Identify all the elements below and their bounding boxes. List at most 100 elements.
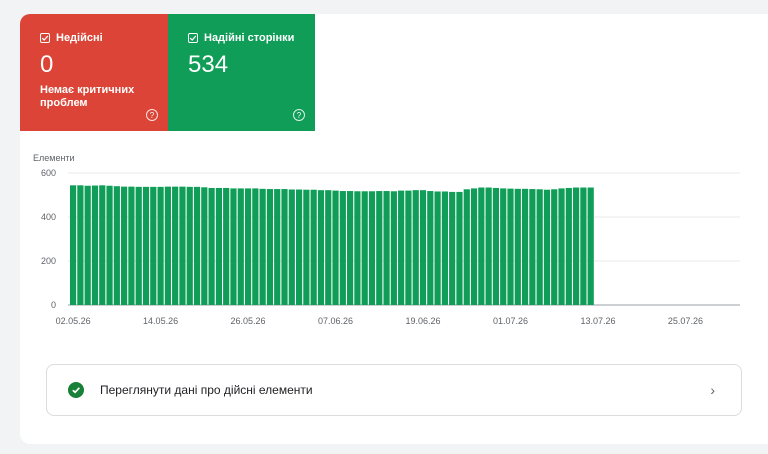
y-axis-label: Елементи <box>33 153 75 163</box>
bar <box>295 189 303 305</box>
x-tick-label: 25.07.26 <box>668 316 703 326</box>
x-tick-label: 07.06.26 <box>318 316 353 326</box>
invalid-tile-label: Недійсні <box>56 32 103 44</box>
bar <box>164 186 171 305</box>
bar <box>193 186 201 305</box>
bar <box>266 189 274 305</box>
bar <box>441 191 448 305</box>
bar <box>412 190 419 305</box>
bar <box>398 190 405 305</box>
bar <box>157 186 164 305</box>
bar <box>244 188 252 305</box>
bar <box>288 189 295 305</box>
bar <box>427 191 434 305</box>
bar <box>376 191 383 305</box>
bar <box>172 186 179 305</box>
bar <box>274 189 281 305</box>
valid-tile-label: Надійні сторінки <box>204 32 295 44</box>
invalid-tile[interactable]: Недійсні 0 Немає критичних проблем ? <box>20 14 168 131</box>
bar <box>339 191 346 305</box>
bar <box>354 191 361 305</box>
bar <box>332 190 339 305</box>
bar <box>383 191 390 305</box>
report-card: Недійсні 0 Немає критичних проблем ? Над… <box>20 14 768 444</box>
y-tick-label: 200 <box>41 256 56 266</box>
bar <box>201 187 208 305</box>
bar <box>485 187 492 305</box>
bar <box>310 189 317 305</box>
invalid-tile-header: Недійсні <box>40 32 148 44</box>
bar <box>390 191 397 305</box>
bar <box>179 186 186 305</box>
bar <box>135 186 142 305</box>
bar <box>77 185 84 305</box>
bar <box>99 185 106 305</box>
x-tick-label: 14.05.26 <box>143 316 178 326</box>
bar <box>368 191 376 305</box>
y-tick-label: 600 <box>41 168 56 178</box>
bar <box>500 188 507 305</box>
bar <box>449 191 456 305</box>
valid-count: 534 <box>188 51 229 78</box>
bar <box>514 188 521 305</box>
bar <box>492 187 500 305</box>
bar <box>303 189 310 305</box>
bar <box>507 188 514 305</box>
bar <box>434 191 441 305</box>
bar <box>463 189 470 305</box>
x-tick-label: 19.06.26 <box>405 316 440 326</box>
invalid-note: Немає критичних проблем <box>40 84 135 109</box>
bar <box>186 186 193 305</box>
valid-tile[interactable]: Надійні сторінки 534 ? <box>168 14 315 131</box>
x-tick-label: 01.07.26 <box>493 316 528 326</box>
x-tick-label: 26.05.26 <box>231 316 266 326</box>
x-tick-label: 13.07.26 <box>580 316 615 326</box>
bar <box>419 190 427 305</box>
bar <box>478 187 485 305</box>
bar <box>536 189 543 305</box>
x-tick-label: 02.05.26 <box>56 316 91 326</box>
y-tick-label: 0 <box>51 300 56 310</box>
bar <box>113 186 120 305</box>
bar <box>587 187 594 305</box>
bar <box>470 188 478 305</box>
view-valid-items-link[interactable]: Переглянути дані про дійсні елементи › <box>46 364 742 416</box>
bar <box>91 185 99 305</box>
bar <box>84 185 91 305</box>
checkbox-checked-icon[interactable] <box>188 33 198 43</box>
checkbox-checked-icon[interactable] <box>40 33 50 43</box>
bar <box>529 189 536 305</box>
bar <box>121 186 128 305</box>
bar <box>551 189 558 305</box>
bar <box>317 190 325 305</box>
bar <box>521 188 529 305</box>
bar <box>361 191 368 305</box>
bar <box>456 191 463 305</box>
view-valid-items-label: Переглянути дані про дійсні елементи <box>100 383 313 397</box>
bar <box>208 187 215 305</box>
y-tick-label: 400 <box>41 212 56 222</box>
bar <box>259 188 266 305</box>
bar <box>142 186 150 305</box>
chevron-right-icon: › <box>710 382 715 398</box>
bar <box>106 185 113 305</box>
bar <box>558 188 565 305</box>
bar <box>150 186 157 305</box>
bar <box>405 190 412 305</box>
invalid-count: 0 <box>40 51 54 78</box>
bar <box>70 185 77 305</box>
help-icon[interactable]: ? <box>146 109 158 121</box>
bar <box>281 189 288 305</box>
help-icon[interactable]: ? <box>293 109 305 121</box>
bar <box>252 188 259 305</box>
bar <box>128 186 135 305</box>
valid-tile-header: Надійні сторінки <box>188 32 295 44</box>
check-circle-icon <box>68 382 84 398</box>
bar <box>347 191 354 305</box>
bar <box>325 190 332 305</box>
bar <box>215 187 222 305</box>
bar <box>543 189 551 305</box>
bar <box>223 187 230 305</box>
bar <box>230 188 237 305</box>
bar <box>580 187 587 305</box>
